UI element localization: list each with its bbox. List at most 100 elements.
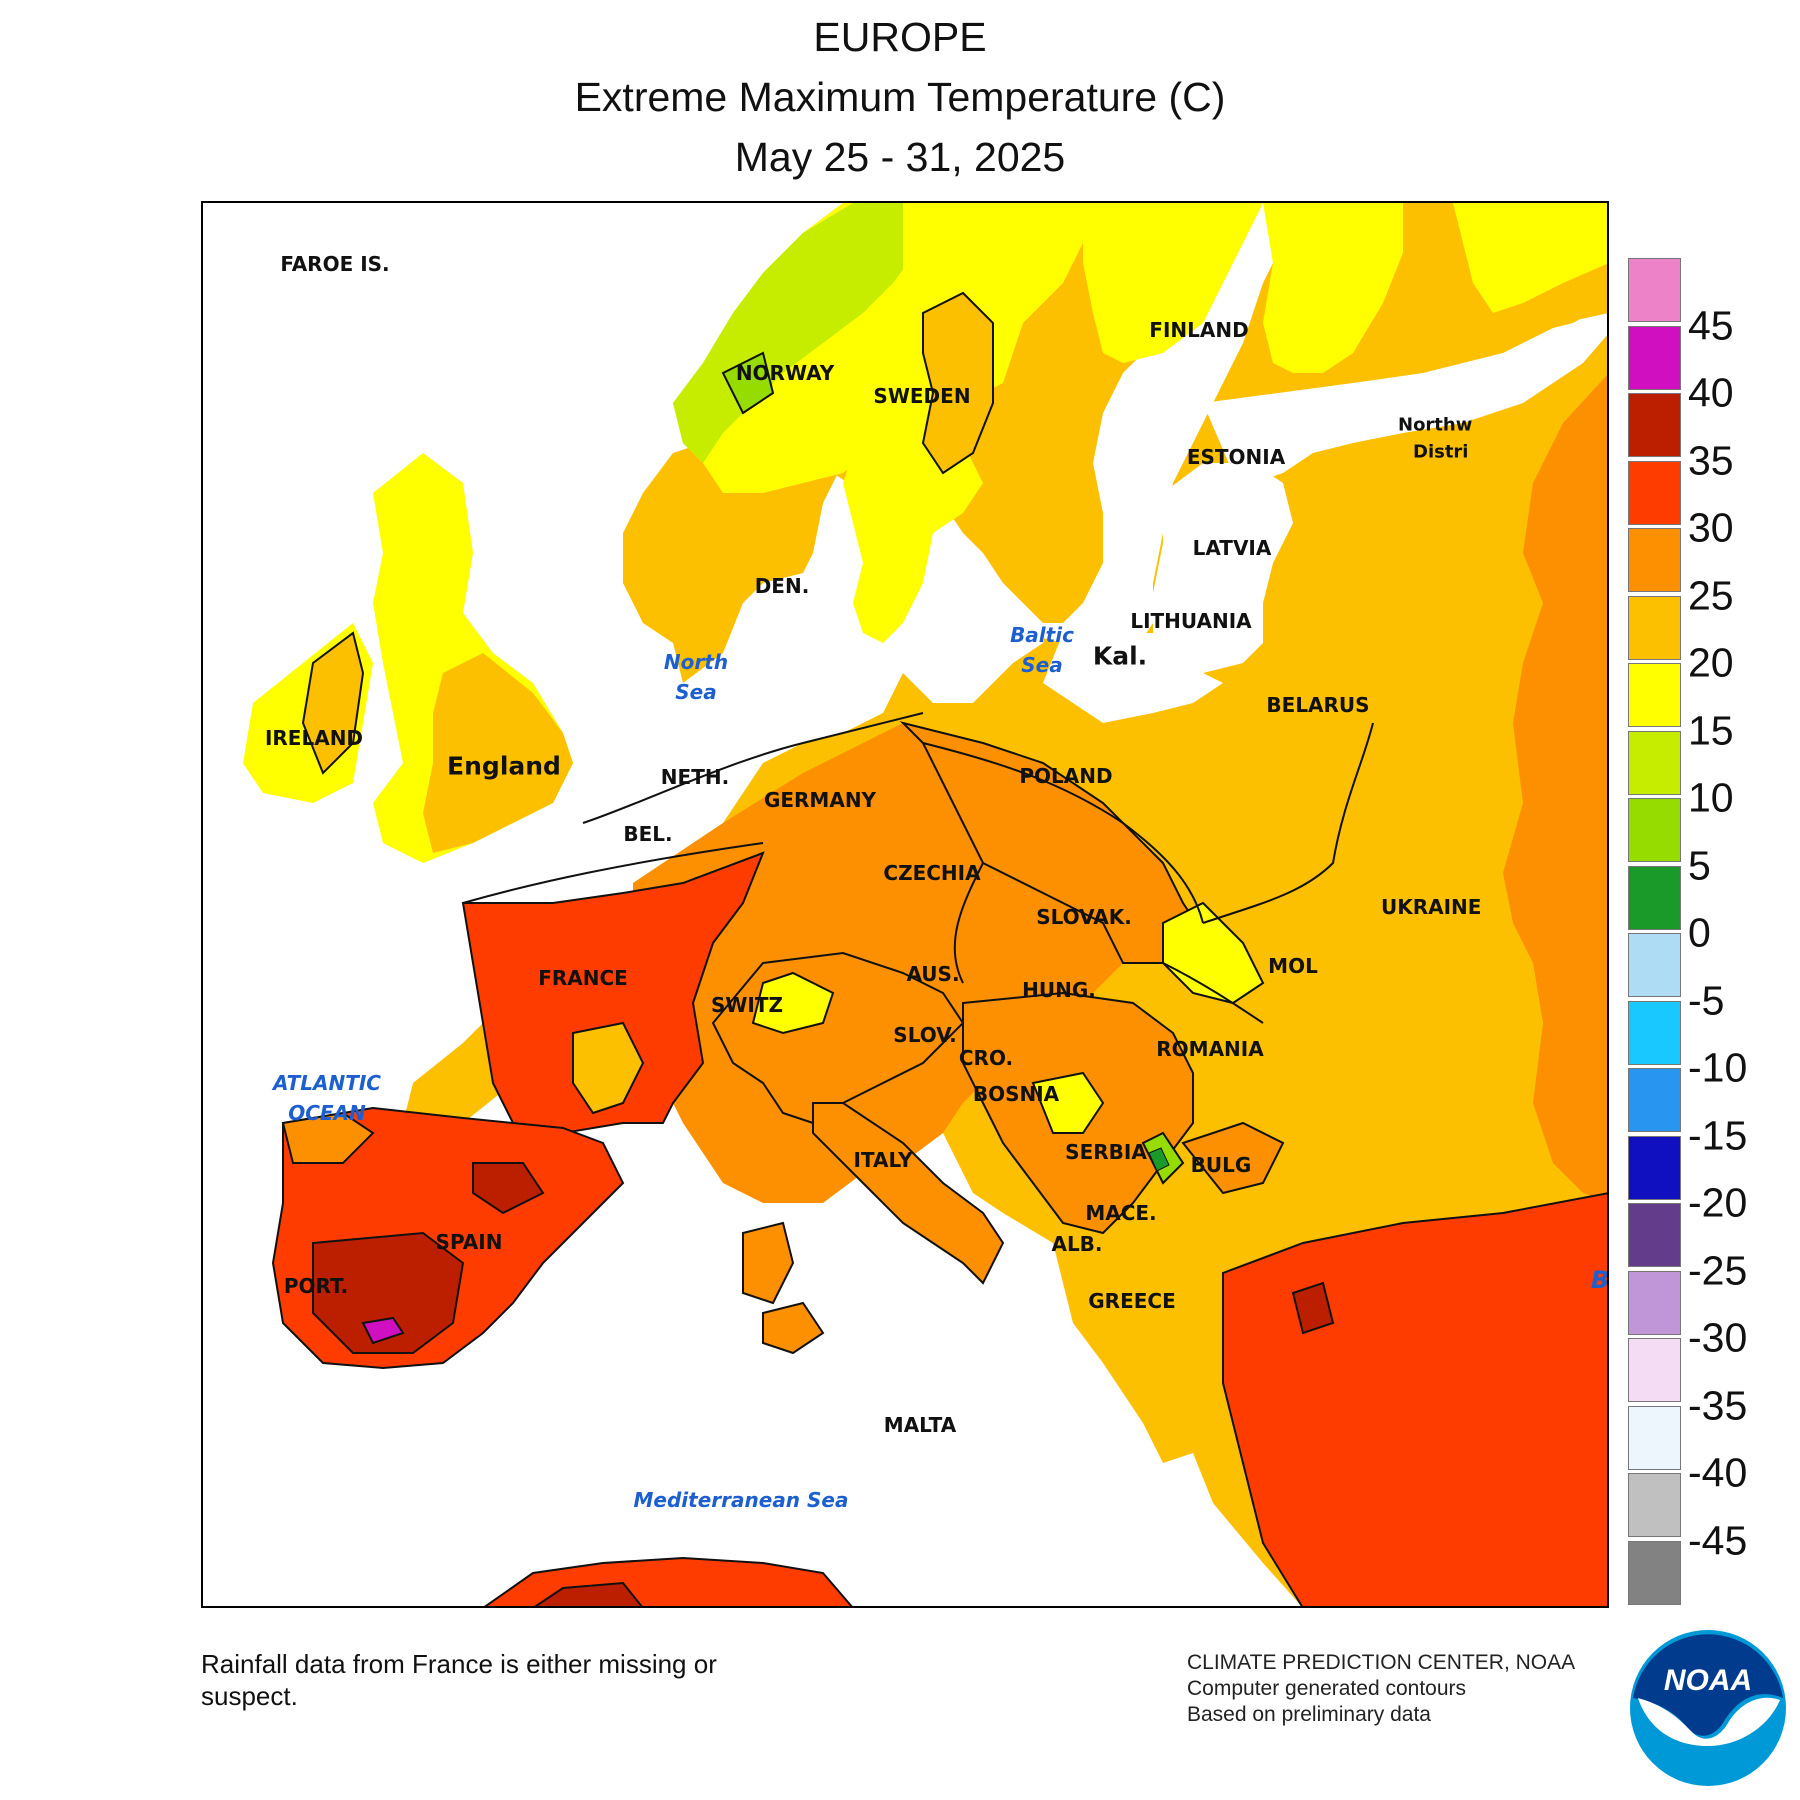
legend-tick-label: 20 xyxy=(1688,639,1734,686)
land-regions xyxy=(243,203,1607,1606)
noaa-logo-upper-blue xyxy=(1633,1634,1783,1736)
legend-tick-label: -45 xyxy=(1688,1517,1748,1563)
legend-swatch xyxy=(1628,258,1681,322)
legend-tick-label: 5 xyxy=(1688,842,1711,888)
label-romania: ROMANIA xyxy=(1156,1037,1264,1061)
label-baltic-sea: Baltic Sea xyxy=(1010,620,1074,680)
label-greece: GREECE xyxy=(1088,1289,1176,1313)
label-faroe: FAROE IS. xyxy=(280,252,390,276)
label-latvia: LATVIA xyxy=(1192,536,1272,560)
legend-tick-label: 30 xyxy=(1688,504,1734,551)
map-date-range: May 25 - 31, 2025 xyxy=(734,134,1066,180)
legend-tick-label: 45 xyxy=(1688,302,1734,348)
rainfall-note-line2: suspect. xyxy=(201,1681,298,1711)
legend-tick-label: -25 xyxy=(1688,1247,1748,1293)
label-north-sea-line2: Sea xyxy=(675,680,717,704)
label-den: DEN. xyxy=(754,574,810,598)
label-france: FRANCE xyxy=(538,966,628,990)
label-mol: MOL xyxy=(1268,954,1318,978)
credit-computer-contours: Computer generated contours xyxy=(1187,1677,1466,1700)
legend-swatch xyxy=(1628,1270,1681,1335)
label-germany: GERMANY xyxy=(763,788,877,812)
label-baltic-sea-line1: Baltic xyxy=(1010,623,1074,647)
label-mediterranean-sea: Mediterranean Sea xyxy=(633,1488,849,1512)
legend-swatch xyxy=(1628,1203,1681,1267)
legend-swatch xyxy=(1628,528,1681,592)
legend-tick-label: 40 xyxy=(1688,369,1734,416)
label-belarus: BELARUS xyxy=(1266,693,1370,717)
map-subtitle: Extreme Maximum Temperature (C) xyxy=(574,74,1226,120)
legend-swatch xyxy=(1628,1135,1681,1200)
legend-swatch xyxy=(1628,325,1681,390)
credit-preliminary-data: Based on preliminary data xyxy=(1187,1703,1431,1726)
legend-tick-label: -10 xyxy=(1688,1044,1748,1091)
legend-tick-label: -30 xyxy=(1688,1314,1748,1361)
legend-swatch xyxy=(1628,865,1681,930)
label-atlantic-ocean: ATLANTIC OCEAN xyxy=(273,1068,381,1128)
legend-tick-label: -40 xyxy=(1688,1449,1748,1496)
map-title: EUROPE xyxy=(813,14,987,60)
legend-tick-label: 10 xyxy=(1688,774,1734,821)
label-finland: FINLAND xyxy=(1149,318,1249,342)
label-port: PORT. xyxy=(283,1274,349,1298)
temperature-map: FAROE IS. NORWAY SWEDEN FINLAND ESTONIA … xyxy=(201,201,1609,1608)
label-england: England xyxy=(447,751,561,781)
legend-tick-label: 35 xyxy=(1688,437,1734,483)
label-baltic-sea-line2: Sea xyxy=(1021,653,1063,677)
label-estonia: ESTONIA xyxy=(1186,445,1286,469)
label-bel: BEL. xyxy=(623,822,673,846)
noaa-logo-text: NOAA xyxy=(1664,1664,1752,1697)
legend-swatch xyxy=(1628,1000,1681,1065)
label-malta: MALTA xyxy=(883,1413,957,1437)
legend-tick-label: -20 xyxy=(1688,1179,1748,1226)
label-poland: POLAND xyxy=(1019,764,1113,788)
legend-tick-label: 15 xyxy=(1688,707,1734,753)
legend-swatch xyxy=(1628,730,1681,795)
label-hung: HUNG. xyxy=(1022,978,1096,1002)
label-north-sea-line1: North xyxy=(663,650,729,674)
label-sweden: SWEDEN xyxy=(873,384,971,408)
label-lithuania: LITHUANIA xyxy=(1130,609,1252,633)
label-cro: CRO. xyxy=(958,1046,1014,1070)
noaa-logo-seagull xyxy=(1638,1697,1780,1746)
label-spain: SPAIN xyxy=(435,1230,503,1254)
label-bulg: BULG xyxy=(1190,1153,1252,1177)
label-atlantic-line1: ATLANTIC xyxy=(273,1071,381,1095)
legend-swatch xyxy=(1628,595,1681,660)
legend-swatch xyxy=(1628,798,1681,862)
legend-tick-label: 0 xyxy=(1688,909,1711,956)
legend-swatch xyxy=(1628,460,1681,525)
label-slov: SLOV. xyxy=(893,1023,957,1047)
label-ukraine: UKRAINE xyxy=(1381,895,1482,919)
legend-tick-label: -5 xyxy=(1688,977,1725,1023)
temperature-map-canvas xyxy=(243,203,1607,1606)
label-ireland: IRELAND xyxy=(264,726,364,750)
label-norway: NORWAY xyxy=(735,361,835,385)
noaa-logo: NOAA xyxy=(1630,1630,1786,1786)
legend-swatch xyxy=(1628,1338,1681,1402)
map-contours xyxy=(462,712,1374,1024)
label-czechia: CZECHIA xyxy=(883,861,981,885)
rainfall-note: Rainfall data from France is either miss… xyxy=(201,1648,841,1712)
rainfall-note-line1: Rainfall data from France is either miss… xyxy=(201,1649,717,1679)
label-atlantic-line2: OCEAN xyxy=(288,1101,366,1125)
label-bosnia: BOSNIA xyxy=(972,1082,1060,1106)
label-mace: MACE. xyxy=(1085,1201,1157,1225)
legend-tick-label: -15 xyxy=(1688,1112,1748,1158)
label-slovak: SLOVAK. xyxy=(1036,905,1132,929)
label-serbia: SERBIA xyxy=(1065,1140,1147,1164)
legend-swatch xyxy=(1628,663,1681,727)
legend-tick-label: 25 xyxy=(1688,572,1734,618)
legend-swatch xyxy=(1628,393,1681,457)
legend-swatch xyxy=(1628,1068,1681,1132)
legend-tick-label: -35 xyxy=(1688,1382,1748,1428)
label-neth: NETH. xyxy=(660,765,730,789)
label-north-sea: North Sea xyxy=(664,647,728,707)
label-switz: SWITZ xyxy=(710,993,784,1017)
credits-block: CLIMATE PREDICTION CENTER, NOAA Computer… xyxy=(1187,1650,1575,1728)
legend-swatch xyxy=(1628,933,1681,997)
label-northwest-b: Distri xyxy=(1413,441,1469,463)
label-northwest-a: Northw xyxy=(1398,414,1473,436)
label-alb: ALB. xyxy=(1051,1232,1103,1256)
legend-swatch xyxy=(1628,1473,1681,1537)
